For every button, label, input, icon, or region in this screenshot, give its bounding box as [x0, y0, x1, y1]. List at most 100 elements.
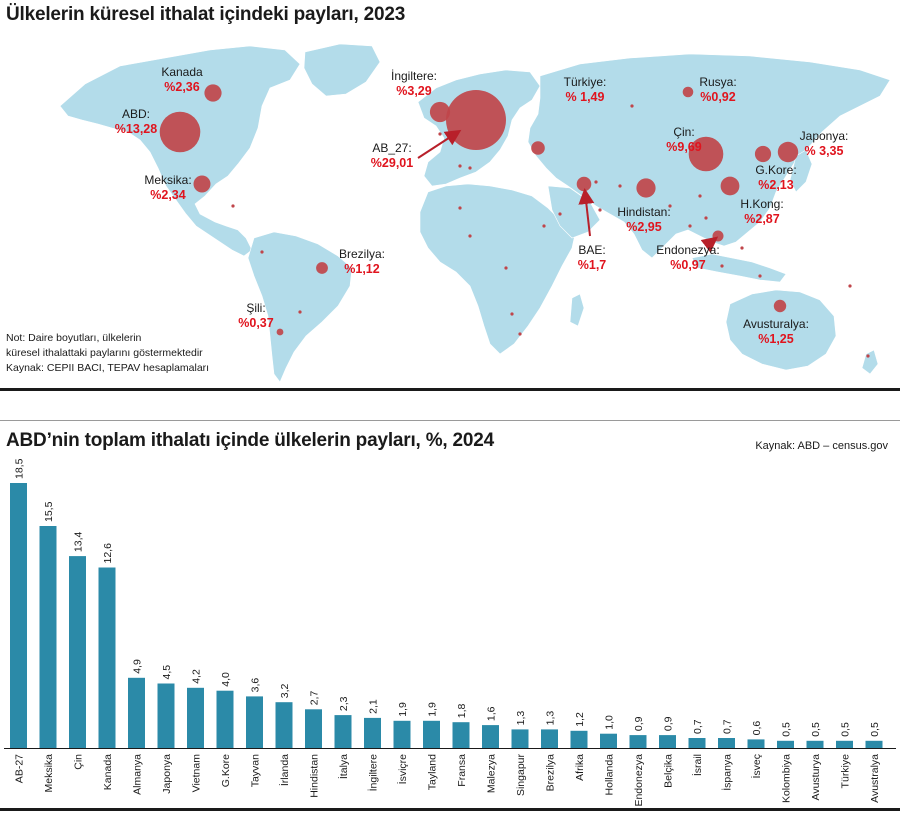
bar-value-label-brezilya: 1,3 [544, 711, 556, 726]
bar-category-label-isvec: İsveç [750, 754, 763, 779]
bar-value-label-meksika: 15,5 [43, 501, 55, 522]
bar-singapur [511, 729, 529, 748]
bar-category-label-tayvan: Tayvan [250, 754, 262, 787]
bar-isvicre [393, 720, 411, 748]
minor-country-dot [688, 224, 692, 228]
bar-category-label-ingiltere: İngiltere [367, 754, 380, 792]
bar-category-label-hollanda: Hollanda [604, 754, 616, 796]
bar-category-label-meksika: Meksika [43, 754, 55, 793]
bar-value-label-isvec: 0,6 [751, 721, 763, 736]
map-note-line-1: Not: Daire boyutları, ülkelerin [6, 332, 142, 344]
bubble-bae [576, 176, 592, 192]
label-name-rusya: Rusya: [699, 75, 736, 89]
arabia-shape [547, 185, 601, 239]
bar-value-label-ispanya: 0,7 [721, 719, 733, 734]
minor-country-dot [740, 246, 744, 250]
bar-ispanya [718, 738, 735, 748]
minor-country-dot [630, 104, 634, 108]
bubble-rusya [682, 86, 694, 98]
bar-kolombiya [777, 740, 794, 748]
divider-top [0, 388, 900, 391]
minor-country-dot [504, 266, 508, 270]
bar-ingiltere [364, 717, 381, 748]
greenland-shape [303, 43, 381, 97]
japan-shape [789, 149, 813, 193]
label-share-hindistan: %2,95 [626, 220, 661, 234]
bubble-ab-27 [446, 90, 506, 150]
world-map: Kanada%2,36 ABD:%13,28 Meksika:%2,34 Brezil… [59, 43, 891, 383]
label-name-hindistan: Hindistan: [617, 205, 670, 219]
bubble-sili [276, 328, 284, 336]
bar-value-label-fransa: 1,8 [456, 703, 468, 718]
world-map-panel: Kanada %2,36 ABD: %13,28 Meksika: %2,34 Brezil… [0, 36, 900, 388]
bar-chart-source: Kaynak: ABD – census.gov [755, 440, 888, 452]
bar-endonezya [629, 735, 647, 748]
label-share-turkiye: % 1,49 [566, 90, 605, 104]
label-name-japonya: Japonya: [800, 129, 849, 143]
bar-value-label-japonya: 4,5 [161, 665, 173, 680]
bar-category-label-fransa: Fransa [456, 754, 468, 787]
indonesia-shape [691, 253, 787, 283]
bar-category-label-avustralya: Avustralya [869, 754, 881, 803]
label-share-gkore: %2,13 [758, 178, 793, 192]
label-name-kanada: Kanada [161, 65, 203, 79]
bar-category-label-turkiye: Türkiye [840, 754, 852, 789]
africa-shape [419, 183, 577, 355]
label-share-kanada: %2,36 [164, 80, 199, 94]
bar-value-label-malezya: 1,6 [485, 706, 497, 721]
minor-country-dot [510, 312, 514, 316]
minor-country-dot [298, 310, 302, 314]
bar-value-label-avusturya: 0,5 [810, 722, 822, 737]
bar-value-label-isvicre: 1,9 [397, 702, 409, 717]
bar-value-label-kolombiya: 0,5 [781, 722, 793, 737]
label-name-hkong: H.Kong: [740, 197, 783, 211]
bar-category-label-cin: Çin [73, 754, 85, 770]
bar-category-label-almanya: Almanya [132, 754, 144, 795]
bar-value-label-kanada: 12,6 [102, 543, 114, 564]
bar-category-label-singapur: Singapur [515, 753, 527, 796]
label-share-avusturalya: %1,25 [758, 332, 793, 346]
new-zealand-shape [861, 349, 879, 375]
bar-category-label-malezya: Malezya [486, 754, 498, 793]
minor-country-dot [618, 184, 622, 188]
bar-category-label-kanada: Kanada [102, 754, 114, 790]
bar-value-label-italya: 2,3 [338, 696, 350, 711]
australia-shape [725, 289, 837, 371]
label-share-japonya: % 3,35 [805, 144, 844, 158]
bubble-cin [688, 136, 724, 172]
bar-avustralya [865, 740, 883, 748]
minor-country-dot [468, 166, 472, 170]
bar-category-label-ispanya: İspanya [721, 754, 734, 791]
bar-japonya [157, 683, 175, 748]
label-share-sili: %0,37 [238, 316, 273, 330]
minor-country-dot [468, 234, 472, 238]
bar-value-label-singapur: 1,3 [515, 711, 527, 726]
divider-middle [0, 420, 900, 421]
label-name-ab-27: AB_27: [372, 141, 411, 155]
bar-vietnam [187, 687, 204, 748]
bubble-abd [159, 111, 201, 153]
label-share-rusya: %0,92 [700, 90, 735, 104]
bar-value-label-ingiltere: 2,1 [368, 699, 380, 714]
map-labels: Kanada%2,36 ABD:%13,28 Meksika:%2,34 Brezil… [115, 65, 849, 346]
minor-country-dot [668, 204, 672, 208]
bar-category-label-irlanda: İrlanda [278, 754, 291, 786]
minor-country-dot [231, 204, 235, 208]
bar-category-label-gkore: G.Kore [220, 754, 232, 787]
bar-italya [334, 715, 352, 748]
bar-value-label-avustralya: 0,5 [869, 722, 881, 737]
label-share-abd: %13,28 [115, 122, 157, 136]
label-name-endonezya: Endonezya: [656, 243, 719, 257]
bar-category-label-tayland: Tayland [427, 754, 439, 790]
bar-value-label-endonezya: 0,9 [633, 716, 645, 731]
minor-country-dot [438, 132, 442, 136]
minor-country-dot [542, 224, 546, 228]
map-note-line-2: küresel ithalattaki paylarını göstermekt… [6, 347, 203, 359]
minor-country-dot [598, 208, 602, 212]
minor-country-dot [260, 250, 264, 254]
bar-category-label-italya: İtalya [337, 754, 350, 779]
bar-israil [688, 738, 706, 748]
bar-category-label-ab-27: AB-27 [14, 754, 26, 783]
label-name-bae: BAE: [578, 243, 605, 257]
bar-category-label-avusturya: Avusturya [810, 754, 822, 801]
